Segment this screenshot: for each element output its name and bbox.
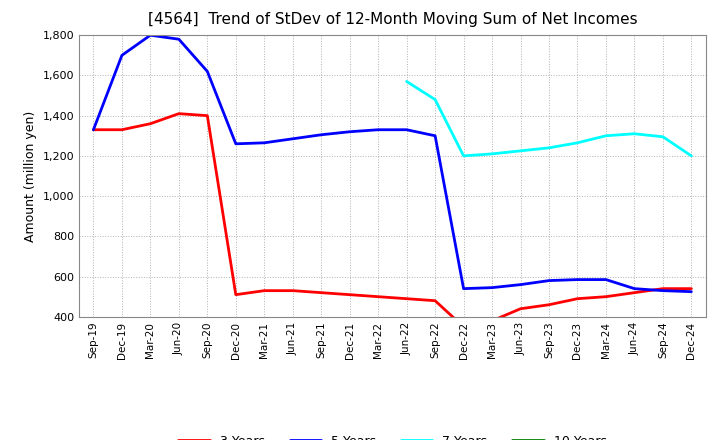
7 Years <box>516 148 525 154</box>
7 Years <box>459 153 468 158</box>
5 Years <box>659 288 667 293</box>
5 Years <box>573 277 582 282</box>
Line: 3 Years: 3 Years <box>94 114 691 327</box>
3 Years <box>146 121 155 126</box>
5 Years <box>516 282 525 287</box>
5 Years <box>630 286 639 291</box>
Line: 5 Years: 5 Years <box>94 35 691 292</box>
5 Years <box>431 133 439 139</box>
7 Years <box>402 79 411 84</box>
7 Years <box>573 140 582 146</box>
7 Years <box>602 133 611 139</box>
3 Years <box>659 286 667 291</box>
3 Years <box>89 127 98 132</box>
5 Years <box>89 127 98 132</box>
5 Years <box>117 53 126 58</box>
5 Years <box>289 136 297 141</box>
3 Years <box>374 294 382 299</box>
5 Years <box>459 286 468 291</box>
3 Years <box>317 290 325 295</box>
3 Years <box>346 292 354 297</box>
3 Years <box>516 306 525 312</box>
5 Years <box>487 285 496 290</box>
3 Years <box>573 296 582 301</box>
7 Years <box>659 134 667 139</box>
5 Years <box>374 127 382 132</box>
3 Years <box>402 296 411 301</box>
7 Years <box>431 97 439 102</box>
3 Years <box>487 318 496 323</box>
3 Years <box>602 294 611 299</box>
5 Years <box>346 129 354 134</box>
5 Years <box>232 141 240 147</box>
3 Years <box>174 111 183 116</box>
3 Years <box>232 292 240 297</box>
3 Years <box>459 324 468 330</box>
5 Years <box>203 69 212 74</box>
7 Years <box>687 153 696 158</box>
5 Years <box>146 33 155 38</box>
3 Years <box>545 302 554 308</box>
Legend: 3 Years, 5 Years, 7 Years, 10 Years: 3 Years, 5 Years, 7 Years, 10 Years <box>174 430 611 440</box>
3 Years <box>630 290 639 295</box>
3 Years <box>431 298 439 303</box>
3 Years <box>203 113 212 118</box>
5 Years <box>174 37 183 42</box>
5 Years <box>317 132 325 137</box>
7 Years <box>487 151 496 157</box>
5 Years <box>602 277 611 282</box>
Y-axis label: Amount (million yen): Amount (million yen) <box>24 110 37 242</box>
Line: 7 Years: 7 Years <box>407 81 691 156</box>
3 Years <box>687 286 696 291</box>
5 Years <box>545 278 554 283</box>
3 Years <box>260 288 269 293</box>
3 Years <box>117 127 126 132</box>
Title: [4564]  Trend of StDev of 12-Month Moving Sum of Net Incomes: [4564] Trend of StDev of 12-Month Moving… <box>148 12 637 27</box>
3 Years <box>289 288 297 293</box>
7 Years <box>545 145 554 150</box>
7 Years <box>630 131 639 136</box>
5 Years <box>260 140 269 146</box>
5 Years <box>402 127 411 132</box>
5 Years <box>687 289 696 294</box>
